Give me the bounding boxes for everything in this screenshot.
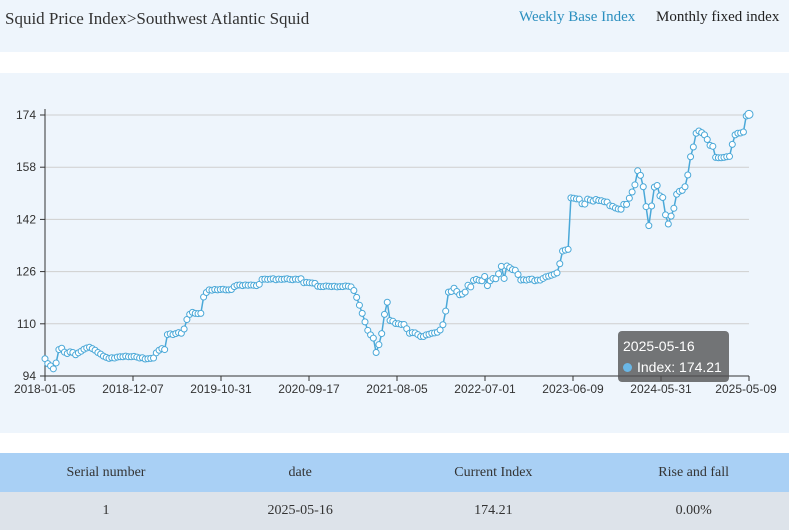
x-tick-label: 2023-06-09 [542, 382, 604, 396]
series-points [41, 109, 754, 373]
cell-date: 2025-05-16 [211, 492, 389, 530]
data-point [380, 310, 388, 318]
tooltip-date: 2025-05-16 [623, 338, 695, 354]
data-point [653, 181, 661, 189]
table-row[interactable]: 1 2025-05-16 174.21 0.00% [0, 492, 789, 530]
data-point [631, 181, 639, 189]
data-point [372, 349, 380, 357]
y-tick-label: 174 [16, 108, 36, 122]
y-tick-label: 142 [16, 212, 36, 226]
data-point [667, 212, 675, 220]
cell-current-index: 174.21 [388, 492, 599, 530]
series-dot-icon [623, 363, 632, 372]
data-point [49, 365, 57, 373]
data-point [728, 140, 736, 148]
data-point [623, 200, 631, 208]
x-tick-label: 2019-10-31 [190, 382, 252, 396]
data-point [726, 152, 734, 160]
data-point [744, 109, 754, 119]
data-point [361, 318, 369, 326]
data-point [353, 293, 361, 301]
column-header-serial: Serial number [0, 453, 212, 492]
data-point [689, 143, 697, 151]
data-point [495, 270, 503, 278]
data-point [350, 287, 358, 295]
data-point [625, 194, 633, 202]
data-point [514, 271, 522, 279]
table-header-row: Serial number date Current Index Rise an… [0, 453, 789, 492]
data-point [500, 274, 508, 282]
data-point [383, 298, 391, 306]
data-point [564, 245, 572, 253]
data-point [556, 260, 564, 268]
data-point [681, 183, 689, 191]
data-point [150, 354, 158, 362]
x-tick-label: 2024-05-31 [630, 382, 692, 396]
tab-weekly-base-index[interactable]: Weekly Base Index [519, 9, 636, 25]
x-axis-ticks: 2018-01-05 2018-12-07 2019-10-31 2020-09-17… [14, 376, 777, 396]
data-point [662, 211, 670, 219]
data-point [684, 171, 692, 179]
data-point [481, 272, 489, 280]
data-point [739, 128, 747, 136]
data-point [467, 283, 475, 291]
column-header-current-index: Current Index [388, 453, 599, 492]
data-point [639, 183, 647, 191]
data-point [355, 301, 363, 309]
x-tick-label: 2025-05-09 [715, 382, 777, 396]
x-tick-label: 2018-12-07 [102, 382, 164, 396]
index-table: Serial number date Current Index Rise an… [0, 453, 789, 530]
cell-serial: 1 [0, 492, 212, 530]
y-axis-ticks: 94 110 126 142 158 174 [16, 108, 45, 383]
x-tick-label: 2022-07-01 [454, 382, 516, 396]
tooltip-value-line: Index: 174.21 [623, 359, 722, 375]
data-point [439, 321, 447, 329]
chart-tooltip: 2025-05-16 Index: 174.21 [618, 331, 729, 382]
cell-rise-fall: 0.00% [598, 492, 789, 530]
data-point [369, 334, 377, 342]
data-point [180, 325, 188, 333]
breadcrumb: Squid Price Index>Southwest Atlantic Squ… [5, 9, 310, 28]
x-tick-label: 2021-08-05 [366, 382, 428, 396]
data-point [687, 153, 695, 161]
data-point [670, 204, 678, 212]
column-header-date: date [211, 453, 389, 492]
column-header-rise-fall: Rise and fall [598, 453, 789, 492]
data-point [636, 171, 644, 179]
data-point [461, 288, 469, 296]
x-tick-label: 2018-01-05 [14, 382, 76, 396]
data-point [197, 309, 205, 317]
data-point [436, 326, 444, 334]
y-tick-label: 126 [16, 265, 36, 279]
data-point [664, 220, 672, 228]
data-point [161, 346, 169, 354]
data-point [52, 359, 60, 367]
spacer [0, 433, 789, 453]
data-point [375, 341, 383, 349]
data-point [709, 142, 717, 150]
y-tick-label: 110 [17, 317, 36, 331]
header-bar: Squid Price Index>Southwest Atlantic Squ… [0, 0, 789, 52]
tab-monthly-fixed-index[interactable]: Monthly fixed index [656, 9, 780, 25]
data-point [703, 135, 711, 143]
data-point [648, 202, 656, 210]
y-tick-label: 158 [16, 160, 36, 174]
tooltip-value: Index: 174.21 [637, 359, 722, 375]
data-point [358, 309, 366, 317]
chart-panel: 94 110 126 142 158 174 2018-01-05 2018-12-07 20… [0, 73, 789, 433]
data-point [183, 316, 191, 324]
data-point [553, 269, 561, 277]
data-point [628, 188, 636, 196]
data-point [442, 307, 450, 315]
data-point [642, 203, 650, 211]
spacer [0, 52, 789, 73]
data-point [378, 330, 386, 338]
x-tick-label: 2020-09-17 [278, 382, 340, 396]
data-point [645, 222, 653, 230]
data-point [659, 194, 667, 202]
y-tick-label: 94 [23, 369, 37, 383]
